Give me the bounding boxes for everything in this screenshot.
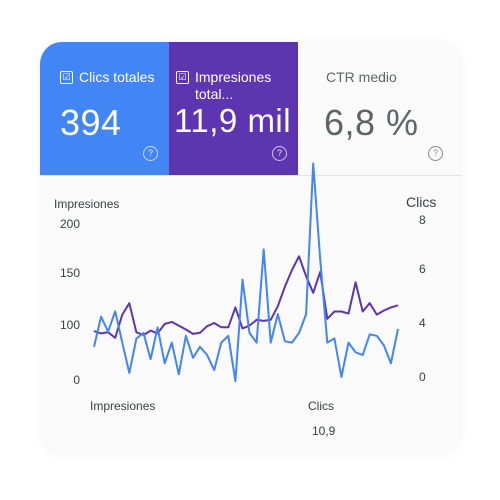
y-right-tick: 0	[419, 370, 426, 384]
metric-label-row: ☑ Clics totales	[60, 69, 154, 86]
y-right-axis-title: Clics	[406, 194, 437, 210]
metric-label: Impresiones total...	[195, 69, 271, 103]
metric-value: 6,8 %	[324, 102, 419, 143]
divider	[40, 175, 462, 176]
metric-tile-total-clicks[interactable]: ☑ Clics totales 394 ?	[40, 42, 169, 175]
y-left-axis-title: Impresiones	[54, 197, 120, 211]
y-left-tick: 100	[59, 318, 80, 332]
metric-value: 11,9 mil	[174, 102, 292, 139]
help-icon[interactable]: ?	[428, 146, 443, 161]
y-left-tick: 200	[59, 217, 80, 231]
y-right-tick: 4	[419, 316, 426, 330]
metric-tile-average-ctr[interactable]: CTR medio 6,8 % ?	[298, 42, 462, 175]
legend-clicks-value: 10,9	[312, 424, 336, 438]
legend-clicks: Clics	[308, 399, 334, 413]
series-line-impresiones	[93, 255, 399, 339]
metric-label: CTR medio	[326, 69, 397, 85]
y-right-tick: 6	[419, 262, 426, 276]
metric-label-line2: total...	[195, 86, 234, 102]
y-left-tick: 0	[73, 373, 80, 387]
line-chart[interactable]	[40, 42, 462, 455]
help-icon[interactable]: ?	[143, 146, 158, 161]
checkbox-checked-icon[interactable]: ☑	[60, 71, 73, 84]
y-left-tick: 150	[59, 266, 80, 280]
metric-tile-total-impressions[interactable]: ☑ Impresiones total... 11,9 mil ?	[169, 42, 298, 175]
checkbox-checked-icon[interactable]: ☑	[176, 71, 189, 84]
metric-label-line1: Impresiones	[195, 69, 272, 85]
metric-label-row: CTR medio	[326, 69, 397, 86]
y-right-tick: 8	[419, 213, 426, 227]
performance-card: ☑ Clics totales 394 ? ☑ Impresiones tota…	[40, 42, 462, 455]
series-line-clics	[93, 162, 399, 383]
legend-impressions: Impresiones	[90, 399, 156, 413]
series-layer	[93, 162, 399, 383]
metric-label: Clics totales	[79, 69, 155, 85]
metric-label-row: ☑ Impresiones total...	[176, 69, 271, 103]
metric-value: 394	[60, 102, 122, 143]
help-icon[interactable]: ?	[272, 146, 287, 161]
